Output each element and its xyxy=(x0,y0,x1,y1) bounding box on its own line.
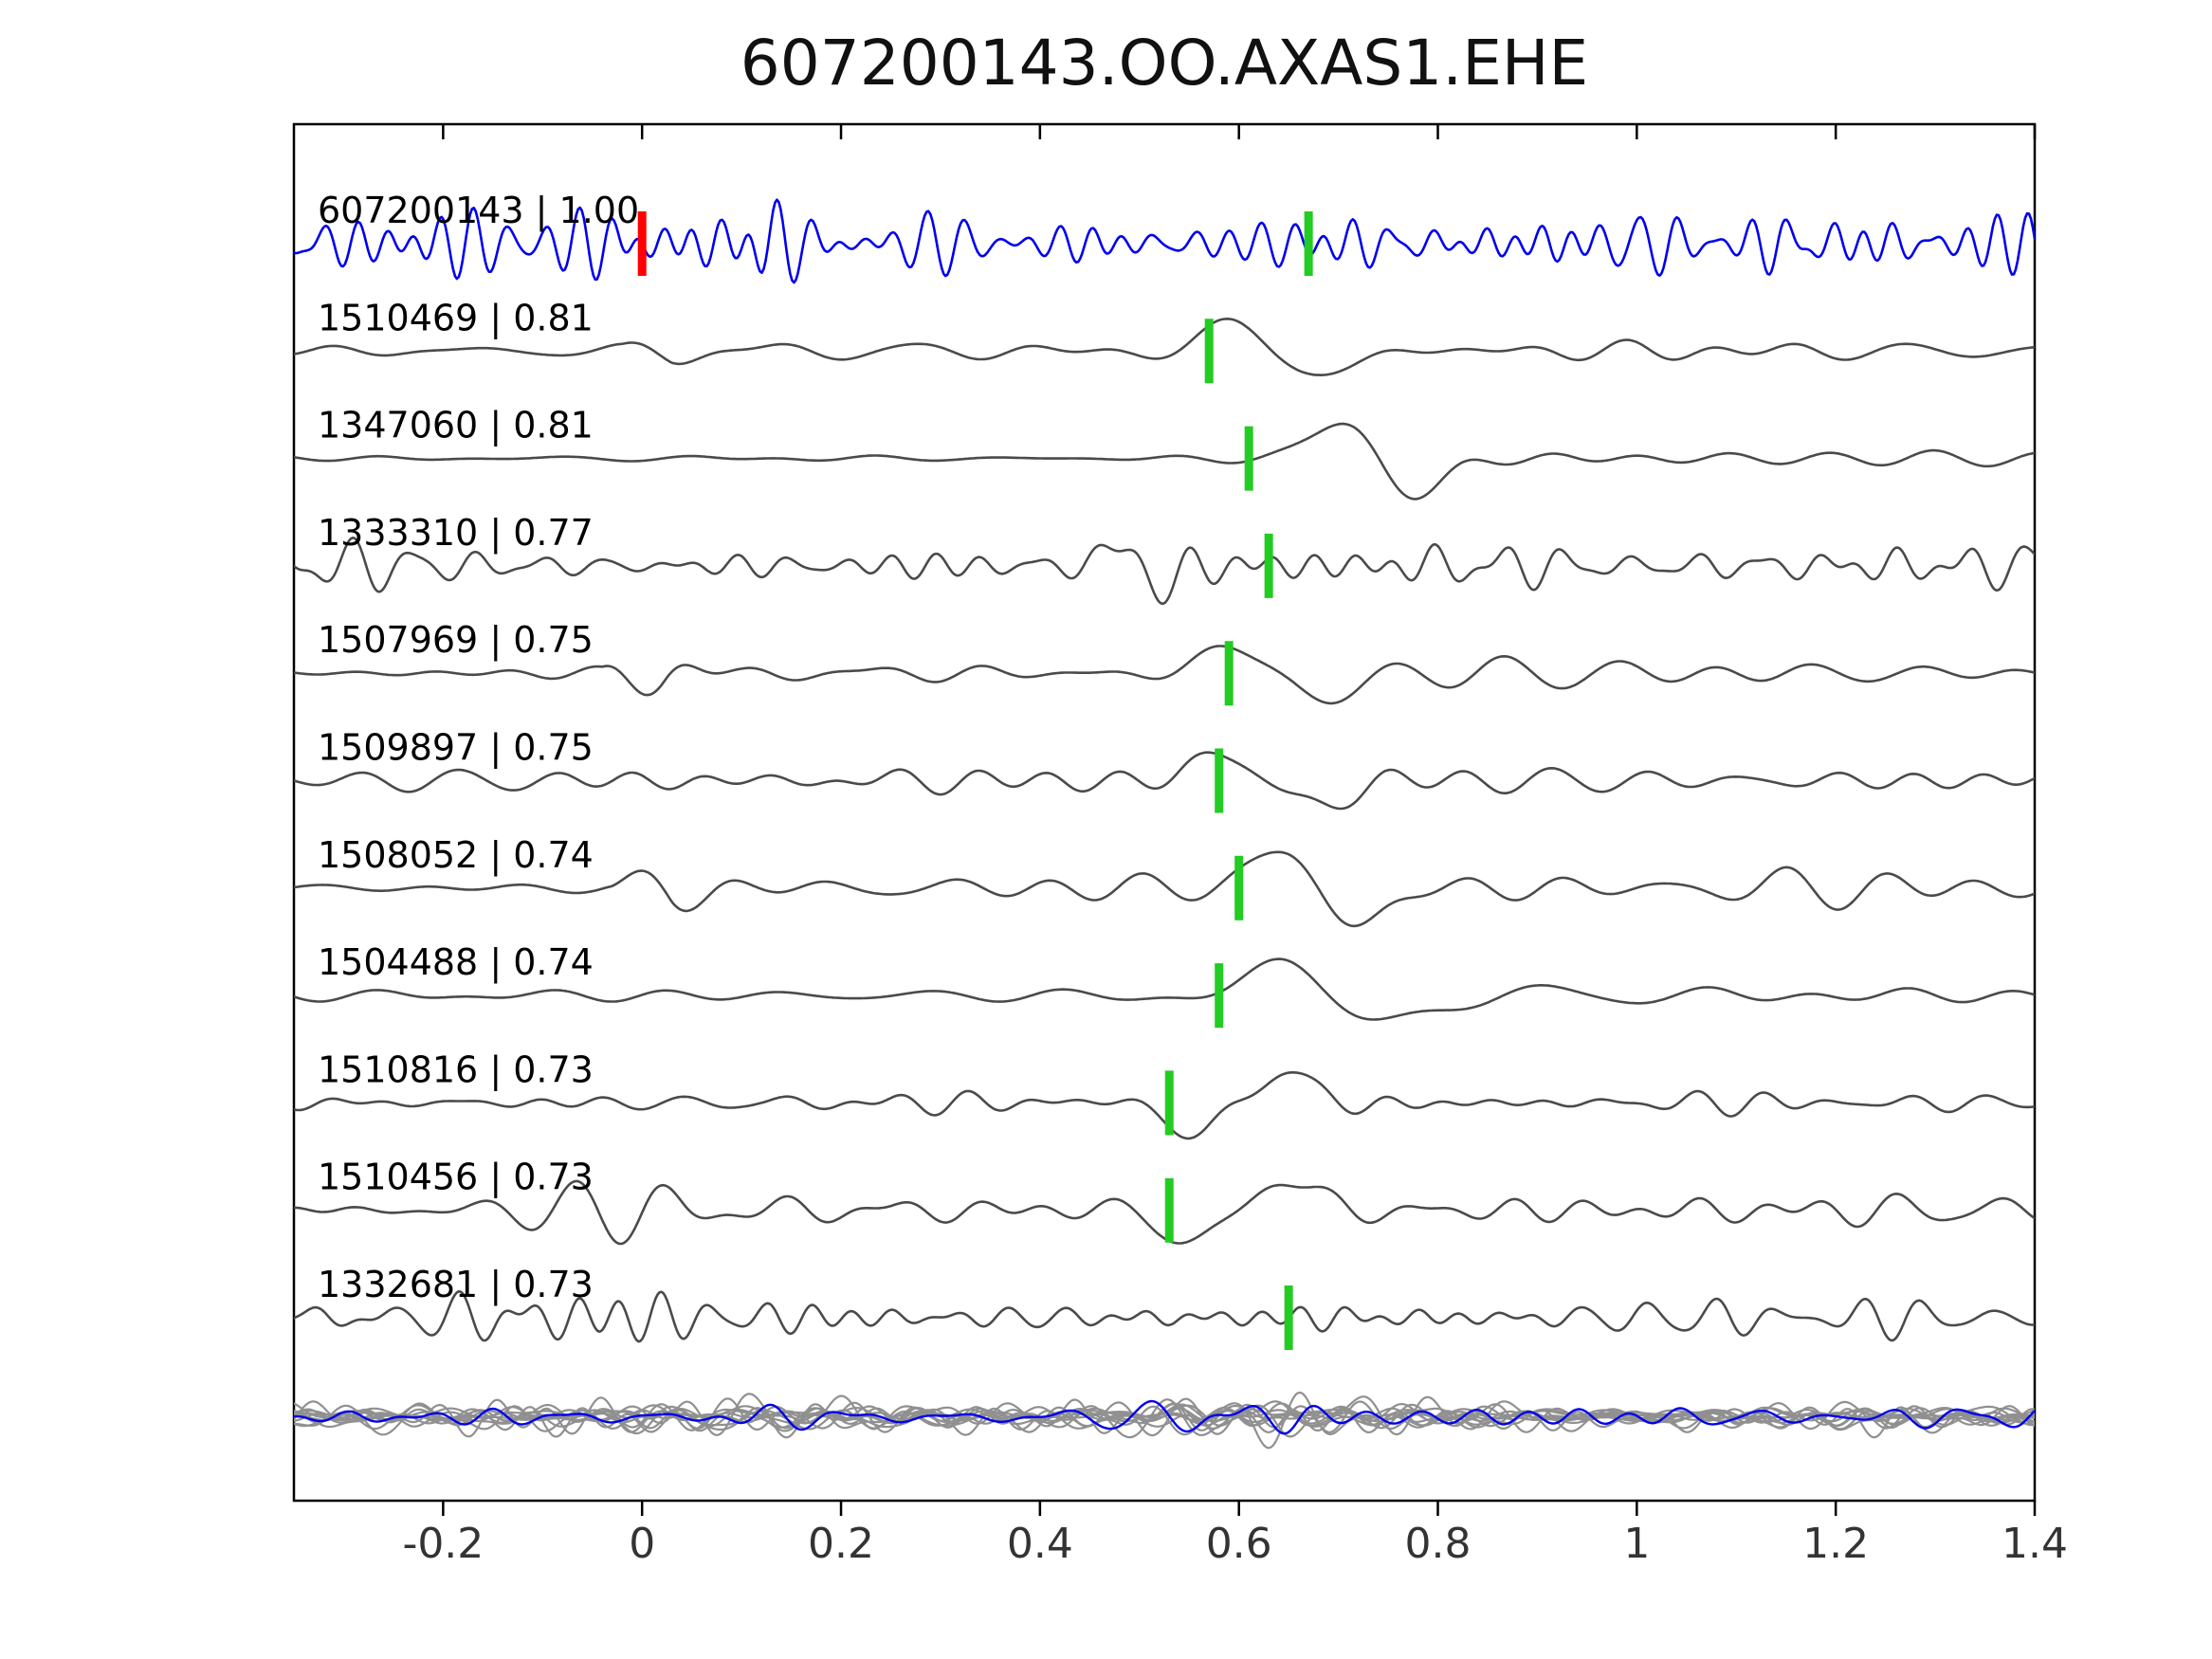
x-tick-label: 0.6 xyxy=(1206,1520,1272,1568)
overlay-trace xyxy=(294,1402,2035,1425)
x-tick-label: 0.2 xyxy=(808,1520,874,1568)
waveform-trace-1507969 xyxy=(294,645,2035,705)
x-tick-label: 1.2 xyxy=(1802,1520,1869,1568)
waveform-trace-1510469 xyxy=(294,317,2035,377)
trace-label-607200143: 607200143 | 1.00 xyxy=(318,190,639,232)
trace-label-1347060: 1347060 | 0.81 xyxy=(318,405,594,447)
trace-label-1508052: 1508052 | 0.74 xyxy=(318,834,594,877)
trace-label-1510469: 1510469 | 0.81 xyxy=(318,297,594,339)
trace-label-1510816: 1510816 | 0.73 xyxy=(318,1048,594,1091)
x-tick-label: 0.8 xyxy=(1405,1520,1472,1568)
waveform-trace-1510816 xyxy=(294,1070,2035,1140)
trace-label-1510456: 1510456 | 0.73 xyxy=(318,1157,594,1199)
waveform-trace-1508052 xyxy=(294,850,2035,928)
trace-label-1509897: 1509897 | 0.75 xyxy=(318,727,594,770)
x-tick-label: 1.4 xyxy=(2002,1520,2068,1568)
x-tick-label: -0.2 xyxy=(402,1520,484,1568)
trace-label-1504488: 1504488 | 0.74 xyxy=(318,941,594,984)
waveform-trace-607200143 xyxy=(294,198,2035,284)
overlay-trace xyxy=(294,1398,2035,1439)
waveform-trace-1333310 xyxy=(294,536,2035,606)
x-tick-label: 0 xyxy=(629,1520,655,1568)
waveform-trace-1504488 xyxy=(294,957,2035,1021)
trace-label-1332681: 1332681 | 0.73 xyxy=(318,1264,594,1306)
waveform-trace-1510456 xyxy=(294,1179,2035,1246)
trace-label-1507969: 1507969 | 0.75 xyxy=(318,619,594,662)
waveform-trace-1332681 xyxy=(294,1290,2035,1343)
chart-title: 607200143.OO.AXAS1.EHE xyxy=(740,27,1589,100)
trace-label-1333310: 1333310 | 0.77 xyxy=(318,512,594,555)
waveform-trace-1509897 xyxy=(294,751,2035,811)
waveform-trace-1347060 xyxy=(294,422,2035,501)
x-tick-label: 0.4 xyxy=(1007,1520,1073,1568)
overlay-template-trace xyxy=(294,1399,2035,1435)
x-tick-label: 1 xyxy=(1623,1520,1650,1568)
